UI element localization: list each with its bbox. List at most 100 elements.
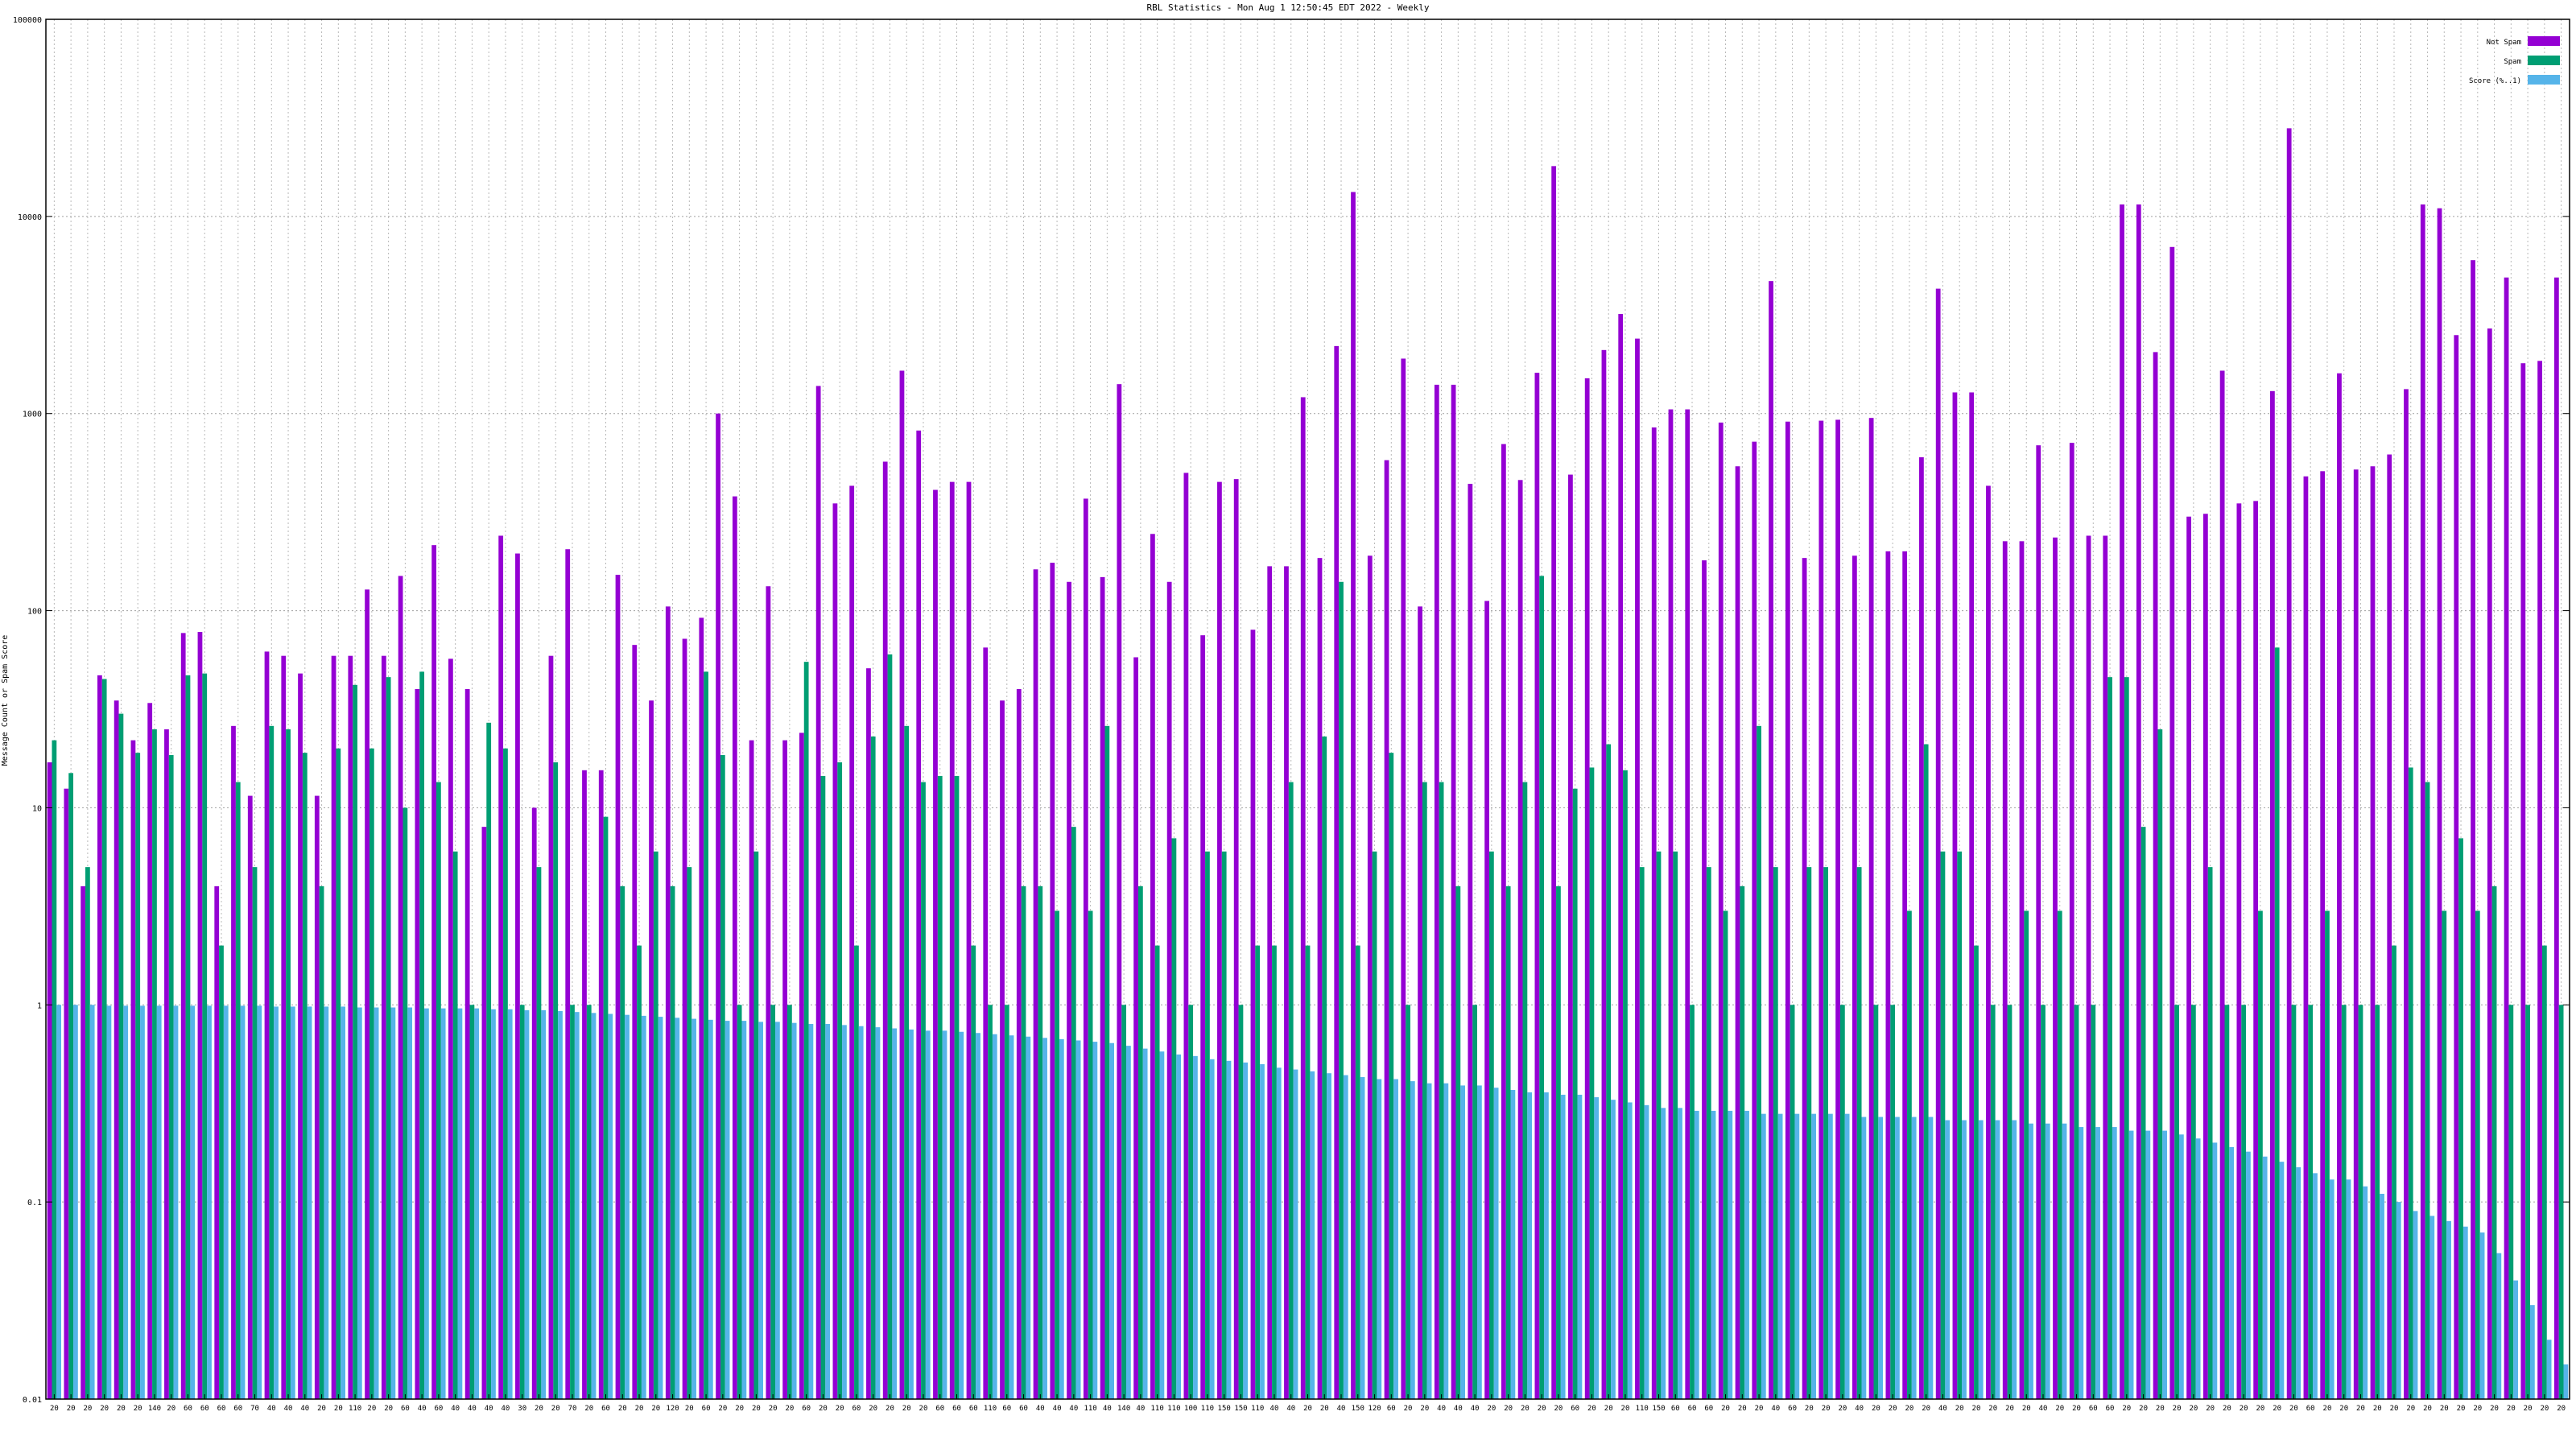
bar-1-82 [1422, 782, 1427, 1399]
bar-value-label-122: 60 [2089, 1405, 2098, 1413]
bar-value-label-147: 20 [2507, 1405, 2516, 1413]
bar-0-59 [1033, 569, 1038, 1399]
bar-value-label-133: 20 [2273, 1405, 2281, 1413]
bar-value-label-134: 20 [2289, 1405, 2298, 1413]
bar-1-87 [1505, 886, 1511, 1399]
bar-1-27 [503, 748, 508, 1399]
bar-0-124 [2120, 204, 2124, 1400]
bar-1-23 [436, 782, 441, 1399]
bar-1-85 [1472, 1005, 1477, 1399]
bar-value-label-145: 20 [2473, 1405, 2482, 1413]
bar-0-57 [1000, 700, 1005, 1399]
bar-1-122 [2091, 1005, 2096, 1399]
bar-1-132 [2258, 910, 2263, 1399]
bar-1-144 [2458, 838, 2463, 1399]
bar-0-86 [1484, 601, 1489, 1399]
bar-1-22 [419, 671, 425, 1399]
bar-0-83 [1434, 384, 1439, 1400]
bar-2-34 [625, 1014, 630, 1399]
bar-0-60 [1050, 563, 1055, 1399]
bar-2-28 [524, 1009, 530, 1399]
y-axis-label: Message Count or Spam Score [1, 635, 10, 766]
bar-1-93 [1606, 744, 1612, 1399]
bar-2-102 [1761, 1113, 1766, 1399]
bar-2-55 [976, 1033, 980, 1399]
bar-value-label-59: 40 [1036, 1405, 1045, 1413]
bar-2-114 [1962, 1120, 1967, 1399]
bar-2-82 [1426, 1083, 1432, 1399]
bar-value-label-68: 100 [1184, 1405, 1197, 1413]
bar-2-43 [775, 1022, 780, 1399]
bar-0-7 [164, 729, 169, 1399]
bar-0-111 [1902, 551, 1908, 1399]
bar-1-69 [1205, 851, 1210, 1399]
bar-2-19 [374, 1007, 379, 1399]
bar-2-101 [1744, 1110, 1749, 1399]
bar-value-label-109: 20 [1872, 1405, 1880, 1413]
bar-2-128 [2195, 1138, 2201, 1399]
bar-0-146 [2487, 328, 2492, 1400]
bar-2-89 [1544, 1092, 1549, 1399]
bar-1-49 [870, 736, 876, 1399]
bar-0-113 [1935, 288, 1941, 1399]
bar-2-86 [1493, 1088, 1499, 1399]
bar-2-50 [892, 1028, 898, 1399]
bar-value-label-71: 150 [1234, 1405, 1247, 1413]
bar-value-label-97: 60 [1671, 1405, 1680, 1413]
bar-2-92 [1594, 1097, 1600, 1399]
bar-2-68 [1193, 1055, 1198, 1399]
bar-2-24 [457, 1008, 463, 1399]
bar-1-55 [971, 945, 976, 1399]
bar-0-31 [565, 549, 571, 1399]
bar-1-65 [1138, 886, 1143, 1399]
y-tick-label: 1000 [23, 411, 42, 419]
bar-value-label-21: 60 [401, 1405, 410, 1413]
bar-0-9 [197, 631, 203, 1399]
bar-0-114 [1952, 392, 1958, 1400]
bar-0-138 [2353, 469, 2359, 1399]
bar-0-53 [933, 489, 938, 1399]
bar-value-label-149: 20 [2540, 1405, 2549, 1413]
bar-0-96 [1651, 427, 1657, 1399]
bar-2-85 [1477, 1085, 1482, 1399]
bar-0-66 [1150, 534, 1155, 1399]
bar-value-label-113: 40 [1938, 1405, 1947, 1413]
bar-0-87 [1501, 444, 1506, 1399]
bar-value-label-107: 20 [1838, 1405, 1847, 1413]
bar-0-126 [2153, 352, 2158, 1399]
bar-2-120 [2062, 1123, 2067, 1399]
bar-0-14 [281, 655, 287, 1399]
bar-1-133 [2274, 647, 2280, 1399]
bar-value-label-144: 20 [2457, 1405, 2466, 1413]
bar-value-label-77: 40 [1337, 1405, 1346, 1413]
bar-value-label-110: 20 [1889, 1405, 1897, 1413]
bar-2-111 [1911, 1117, 1917, 1399]
bar-1-79 [1372, 851, 1377, 1399]
bar-2-63 [1109, 1042, 1115, 1399]
bar-0-44 [782, 740, 788, 1399]
bar-1-120 [2057, 910, 2062, 1399]
bar-0-64 [1117, 384, 1122, 1400]
bar-0-27 [498, 535, 504, 1399]
bar-1-76 [1322, 736, 1327, 1399]
bar-0-52 [916, 430, 922, 1399]
bar-0-122 [2086, 535, 2091, 1399]
bar-1-44 [787, 1005, 792, 1399]
bar-2-41 [741, 1021, 747, 1399]
bar-2-107 [1844, 1113, 1850, 1399]
bar-value-label-11: 60 [233, 1405, 242, 1413]
bar-value-label-94: 20 [1621, 1405, 1630, 1413]
bar-2-42 [758, 1022, 764, 1399]
bar-1-8 [185, 675, 191, 1399]
bar-value-label-58: 60 [1019, 1405, 1028, 1413]
bar-0-132 [2253, 501, 2259, 1399]
bar-0-12 [247, 795, 253, 1399]
bar-2-106 [1827, 1113, 1833, 1399]
bar-0-41 [732, 496, 737, 1399]
bar-0-28 [515, 553, 520, 1399]
bar-1-32 [586, 1005, 592, 1399]
bar-0-17 [331, 655, 336, 1399]
bar-1-37 [670, 886, 675, 1399]
bar-1-107 [1839, 1005, 1845, 1399]
